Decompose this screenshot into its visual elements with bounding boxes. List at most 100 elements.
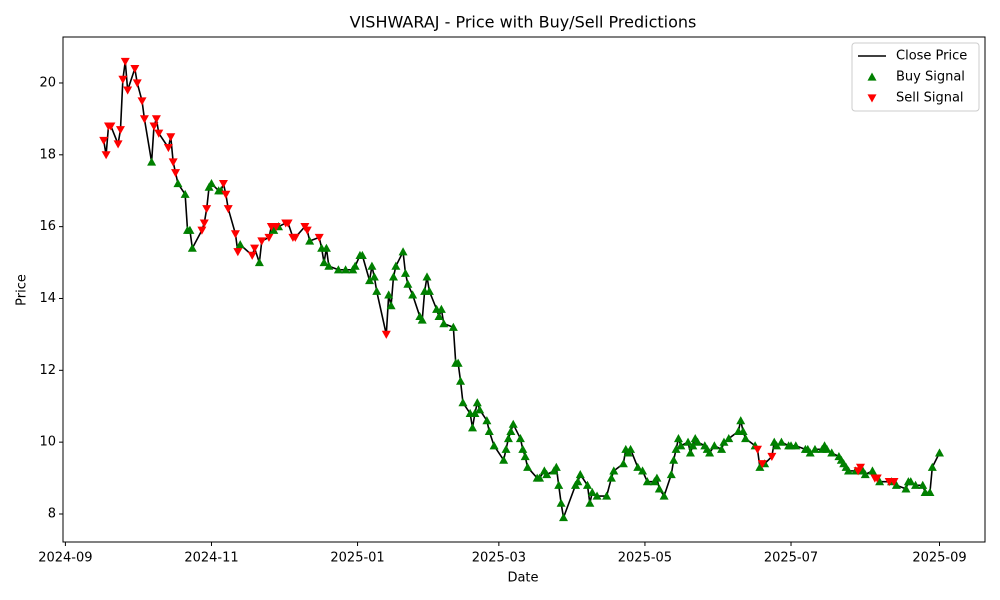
buy-marker (685, 448, 695, 457)
buy-marker (369, 272, 379, 281)
buy-marker (367, 261, 377, 270)
buy-marker (927, 462, 937, 471)
buy-marker (934, 448, 944, 457)
sell-marker (99, 136, 109, 145)
buy-marker (918, 480, 928, 489)
sell-marker (139, 115, 149, 124)
sell-marker (271, 223, 281, 232)
x-tick-label: 2025-09 (912, 551, 966, 566)
buy-marker (705, 448, 715, 457)
sell-marker (855, 463, 865, 472)
sell-marker (767, 452, 777, 462)
buy-marker (403, 279, 413, 288)
buy-marker (341, 265, 351, 274)
sell-marker (752, 445, 762, 454)
sell-marker (197, 226, 207, 235)
sell-marker (123, 86, 133, 95)
buy-marker (436, 304, 446, 313)
buy-marker (822, 444, 832, 453)
buy-marker (618, 459, 628, 468)
buy-marker (422, 272, 432, 281)
buy-marker (472, 398, 482, 407)
buy-marker (185, 225, 195, 234)
buy-marker (671, 444, 681, 453)
sell-marker (115, 126, 125, 135)
sell-marker (889, 478, 899, 487)
buy-marker (772, 441, 782, 450)
buy-marker (867, 466, 877, 475)
x-tick-label: 2025-05 (618, 551, 672, 566)
buy-marker (717, 444, 727, 453)
buy-marker (652, 473, 662, 482)
sell-marker (221, 190, 231, 199)
buy-marker (602, 491, 612, 500)
sell-marker (166, 133, 176, 142)
sell-marker (120, 57, 130, 66)
buy-marker (906, 477, 916, 486)
buy-marker (810, 444, 820, 453)
sell-marker (223, 205, 233, 214)
sell-marker (149, 122, 159, 131)
buy-marker (187, 243, 197, 252)
legend-marker (867, 72, 877, 81)
buy-marker (719, 437, 729, 446)
buy-marker (501, 444, 511, 453)
sell-marker (757, 460, 767, 469)
sell-marker (132, 79, 142, 88)
buy-marker (551, 462, 561, 471)
buy-marker (843, 466, 853, 475)
sell-marker (113, 140, 123, 149)
sell-marker (302, 226, 312, 235)
sell-marker (118, 75, 128, 84)
buy-marker (709, 441, 719, 450)
sell-marker (151, 115, 161, 124)
sell-marker (106, 122, 116, 131)
buy-marker (673, 434, 683, 443)
sell-marker (154, 129, 164, 138)
buy-marker (666, 469, 676, 479)
y-tick-label: 16 (39, 219, 56, 234)
buy-marker (875, 477, 885, 486)
buy-marker (456, 376, 466, 385)
plot-frame (62, 36, 986, 543)
buy-marker (676, 441, 686, 450)
y-tick-label: 20 (39, 75, 56, 90)
sell-marker (168, 158, 178, 167)
sell-marker (199, 219, 209, 228)
buy-marker (556, 498, 566, 507)
x-tick-label: 2025-03 (472, 551, 526, 566)
buy-marker (458, 398, 468, 407)
buy-marker (503, 434, 513, 443)
sell-marker (283, 219, 293, 228)
buy-marker (669, 455, 679, 464)
sell-marker (202, 205, 212, 214)
legend-box (851, 42, 980, 112)
sell-marker (250, 244, 260, 253)
buy-marker (400, 268, 410, 277)
buy-marker (489, 441, 499, 450)
buy-marker (391, 261, 401, 270)
buy-marker (827, 448, 837, 457)
buy-marker (424, 286, 434, 295)
buy-marker (776, 437, 786, 446)
sell-marker (130, 65, 140, 74)
buy-marker (738, 426, 748, 435)
buy-marker (482, 416, 492, 425)
buy-marker (520, 452, 530, 461)
buy-marker (475, 405, 485, 414)
sell-marker (137, 97, 147, 106)
sell-marker (218, 179, 228, 189)
buy-marker (683, 437, 693, 446)
buy-marker (372, 286, 382, 295)
buy-marker (518, 444, 528, 453)
buy-marker (470, 408, 480, 418)
buy-marker (357, 250, 367, 259)
buy-marker (269, 225, 279, 234)
y-tick-label: 12 (39, 363, 56, 378)
buy-marker (587, 487, 597, 497)
sell-marker (872, 474, 882, 483)
buy-marker (398, 247, 408, 256)
sell-marker (381, 330, 391, 339)
